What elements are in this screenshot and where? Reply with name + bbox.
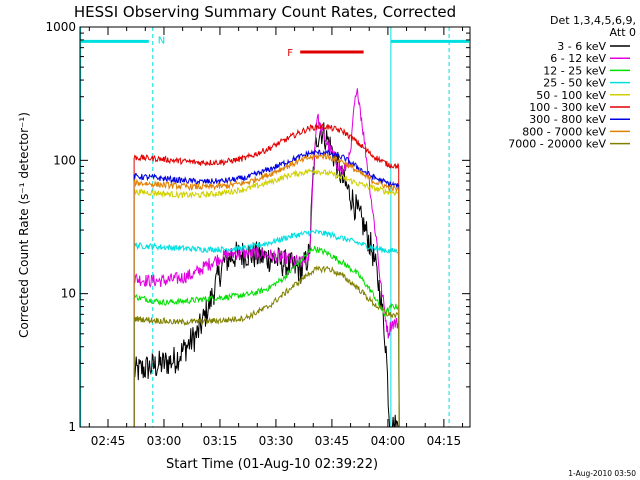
x-tick-label: 04:00	[371, 434, 406, 448]
x-tick-label: 03:45	[315, 434, 350, 448]
legend-entry-label: 7000 - 20000 keV	[508, 138, 606, 151]
y-tick-label: 1	[68, 420, 76, 434]
x-axis-label: Start Time (01-Aug-10 02:39:22)	[166, 457, 378, 472]
series-3-6-keV-line	[133, 122, 400, 428]
footer-timestamp: 1-Aug-2010 03:50	[568, 469, 636, 478]
x-tick-label: 02:45	[91, 434, 126, 448]
y-tick-label: 1000	[45, 20, 76, 34]
y-tick-label: 10	[61, 287, 76, 301]
chart-title: HESSI Observing Summary Count Rates, Cor…	[74, 3, 456, 21]
series-7000-20000-keV-line	[133, 265, 400, 428]
legend-entry-label: 3 - 6 keV	[557, 40, 606, 53]
x-tick-label: 03:00	[147, 434, 182, 448]
series-12-25-keV-line	[133, 245, 400, 428]
series-800-7000-keV-line	[133, 152, 400, 428]
y-tick-label: 100	[53, 153, 76, 167]
series-6-12-keV-line	[133, 88, 400, 428]
series-25-50-keV-line	[133, 228, 400, 428]
axes-layer: 1 10 100 1000 02:45 03:00 03:15 03:30 03:45 04:00…	[45, 20, 471, 448]
legend-entry-label: 800 - 7000 keV	[522, 125, 606, 138]
night-label: N	[158, 35, 165, 46]
legend-entry-label: 100 - 300 keV	[529, 101, 606, 114]
legend-header-line2: Att 0	[610, 26, 636, 39]
flare-label: F	[287, 48, 293, 59]
series-100-300-keV-line	[133, 122, 400, 428]
legend-header-line1: Det 1,3,4,5,6,9,	[550, 14, 636, 27]
x-tick-label: 03:30	[259, 434, 294, 448]
legend-entry-label: 25 - 50 keV	[543, 77, 606, 90]
legend-entry-label: 6 - 12 keV	[550, 52, 606, 65]
series-50-100-keV-line	[133, 168, 400, 428]
legend-entry-label: 50 - 100 keV	[536, 89, 606, 102]
y-axis-label: Corrected Count Rate (s⁻¹ detector⁻¹)	[17, 112, 31, 338]
x-tick-label: 04:15	[427, 434, 462, 448]
x-tick-label: 03:15	[203, 434, 238, 448]
plot-frame	[79, 26, 471, 428]
legend-entry-label: 12 - 25 keV	[543, 64, 606, 77]
legend-entry-label: 300 - 800 keV	[529, 113, 606, 126]
series-300-800-keV-line	[133, 149, 400, 428]
series-layer	[133, 88, 400, 428]
